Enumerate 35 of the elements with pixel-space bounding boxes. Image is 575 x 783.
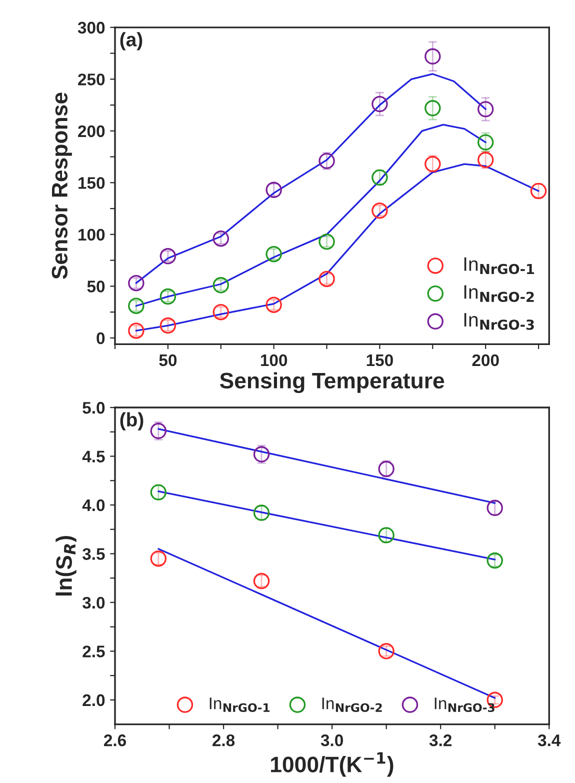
x-tick-label: 2.6 bbox=[104, 734, 126, 746]
y-axis-title: Sensor Response bbox=[52, 92, 72, 279]
y-tick-label: 3.5 bbox=[82, 548, 105, 560]
x-axis-title: 1000/T(K$^{−1}$) bbox=[271, 752, 394, 777]
y-tick-label: 3.0 bbox=[82, 596, 105, 609]
y-tick-label: 200 bbox=[78, 125, 105, 138]
legend-label: In$_{NrGO-1}$ bbox=[210, 698, 270, 712]
legend-label: In$_{NrGO-2}$ bbox=[322, 698, 382, 712]
annotation: (a) bbox=[120, 32, 142, 50]
y-tick-label: 5.0 bbox=[82, 402, 105, 414]
legend-label: In$_{NrGO-2}$ bbox=[464, 285, 534, 302]
x-tick-label: 50 bbox=[159, 354, 177, 366]
y-tick-label: 2.0 bbox=[82, 694, 105, 706]
annotation: (b) bbox=[120, 412, 144, 430]
y-tick-label: 100 bbox=[78, 228, 105, 241]
y-tick-label: 250 bbox=[78, 74, 105, 86]
y-tick-label: 50 bbox=[87, 280, 105, 292]
y-tick-label: 4.5 bbox=[82, 450, 105, 462]
x-tick-label: 3.0 bbox=[320, 734, 343, 746]
legend-label: In$_{NrGO-3}$ bbox=[434, 698, 494, 712]
x-tick-label: 2.8 bbox=[212, 734, 235, 746]
legend-label: In$_{NrGO-1}$ bbox=[464, 257, 534, 274]
legend-label: In$_{NrGO-3}$ bbox=[464, 313, 534, 330]
x-axis-title: Sensing Temperature bbox=[220, 372, 444, 394]
x-tick-label: 3.2 bbox=[429, 734, 452, 746]
y-tick-label: 150 bbox=[78, 177, 105, 189]
y-tick-label: 0 bbox=[96, 332, 105, 344]
x-tick-label: 3.4 bbox=[538, 734, 561, 746]
y-axis-title: ln(S$_{R}$) bbox=[56, 536, 76, 596]
y-tick-label: 4.0 bbox=[82, 499, 105, 512]
x-tick-label: 100 bbox=[260, 354, 288, 366]
y-tick-label: 2.5 bbox=[82, 646, 105, 658]
x-tick-label: 200 bbox=[472, 354, 499, 366]
x-tick-label: 150 bbox=[366, 354, 393, 366]
y-tick-label: 300 bbox=[78, 22, 105, 34]
